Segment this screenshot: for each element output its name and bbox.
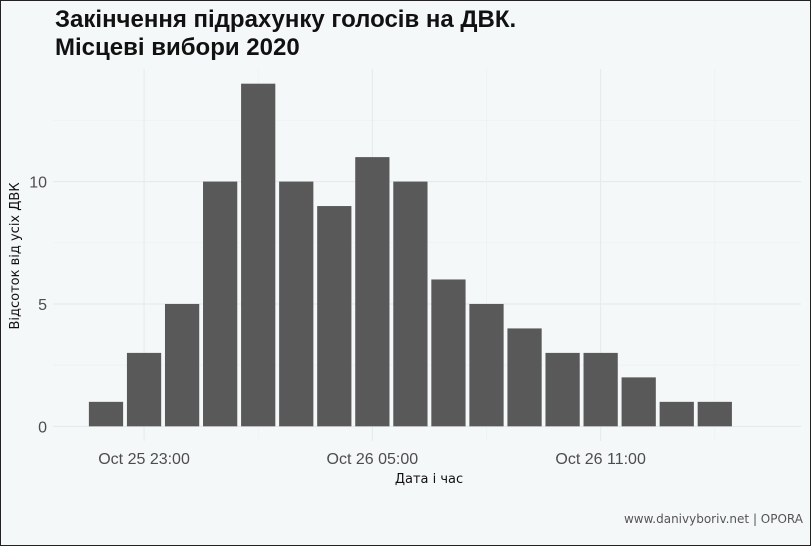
bar — [241, 83, 276, 427]
x-axis-label: Дата і час — [395, 472, 463, 487]
bar — [545, 352, 580, 427]
bar — [431, 279, 466, 427]
bar — [621, 377, 656, 427]
y-tick-label: 5 — [38, 297, 47, 314]
x-tick-label: Oct 26 11:00 — [555, 451, 646, 468]
x-axis-ticks: Oct 25 23:00 Oct 26 05:00 Oct 26 11:00 — [98, 451, 646, 468]
bar — [317, 206, 352, 427]
bar — [697, 401, 732, 427]
bar — [88, 401, 124, 427]
chart-title-line2: Місцеві вибори 2020 — [55, 34, 300, 61]
bar — [583, 352, 618, 427]
bar — [393, 181, 428, 427]
bar — [659, 401, 694, 427]
y-tick-label: 0 — [38, 419, 47, 436]
bar — [126, 352, 162, 427]
source-caption: www.danivyboriv.net | OPORA — [623, 512, 803, 526]
y-axis-label: Відсоток від усіх ДВК — [8, 182, 23, 329]
y-tick-label: 10 — [29, 175, 47, 192]
bar — [507, 328, 542, 427]
y-axis-ticks: 0 5 10 — [29, 175, 47, 437]
chart-title-line1: Закінчення підрахунку голосів на ДВК. — [55, 6, 517, 33]
bars — [88, 83, 732, 427]
bar — [164, 303, 200, 427]
bar — [203, 181, 238, 427]
x-tick-label: Oct 25 23:00 — [98, 451, 190, 468]
chart-title: Закінчення підрахунку голосів на ДВК. Мі… — [55, 6, 516, 62]
x-tick-label: Oct 26 05:00 — [327, 451, 419, 468]
bar — [279, 181, 314, 427]
bar — [355, 157, 390, 427]
bar — [469, 303, 504, 427]
